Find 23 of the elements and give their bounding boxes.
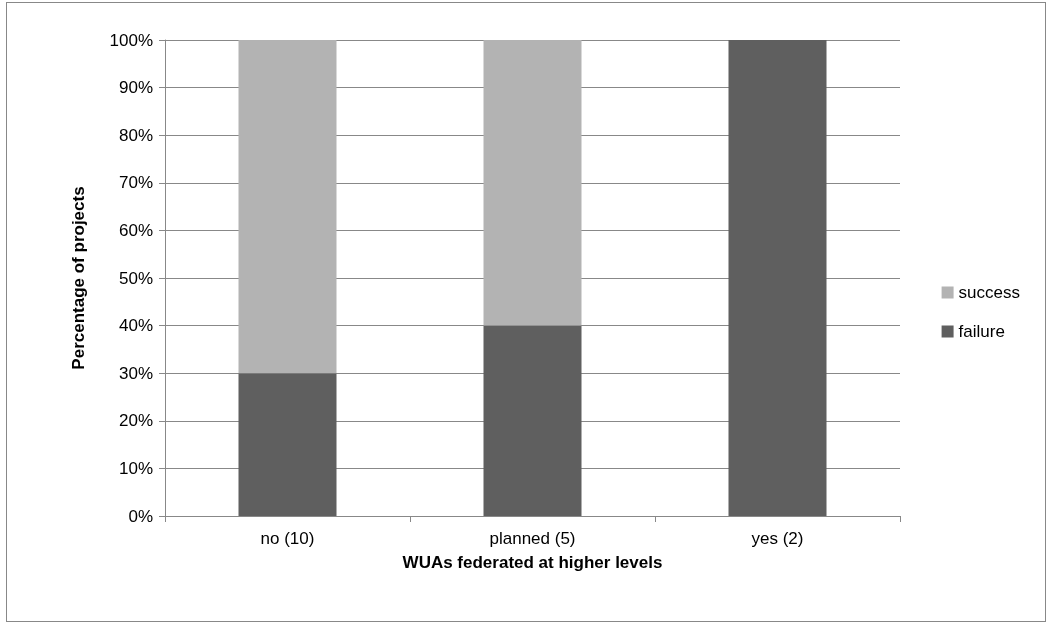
- legend-label: success: [958, 283, 1021, 302]
- legend-label: failure: [958, 322, 1005, 341]
- y-tick-label: 90%: [118, 78, 153, 98]
- y-tick-label: 60%: [118, 220, 153, 240]
- x-axis-title: WUAs federated at higher levels: [402, 553, 663, 572]
- x-tick-label: yes (2): [751, 529, 804, 548]
- bar: [483, 40, 582, 326]
- y-tick-label: 70%: [118, 173, 153, 193]
- y-tick-label: 80%: [118, 125, 153, 145]
- y-tick-label: 100%: [109, 30, 153, 50]
- y-tick-label: 30%: [118, 363, 153, 383]
- y-tick-label: 0%: [128, 506, 153, 526]
- y-tick-label: 10%: [118, 458, 153, 478]
- bar: [238, 40, 337, 374]
- bar: [728, 40, 827, 516]
- x-tick-label: no (10): [260, 529, 315, 548]
- y-axis-title: Percentage of projects: [69, 186, 88, 370]
- y-tick-label: 50%: [118, 268, 153, 288]
- bar: [238, 373, 337, 516]
- y-tick-label: 20%: [118, 411, 153, 431]
- bar: [483, 325, 582, 516]
- y-tick-label: 40%: [118, 316, 153, 336]
- x-tick-label: planned (5): [489, 529, 576, 548]
